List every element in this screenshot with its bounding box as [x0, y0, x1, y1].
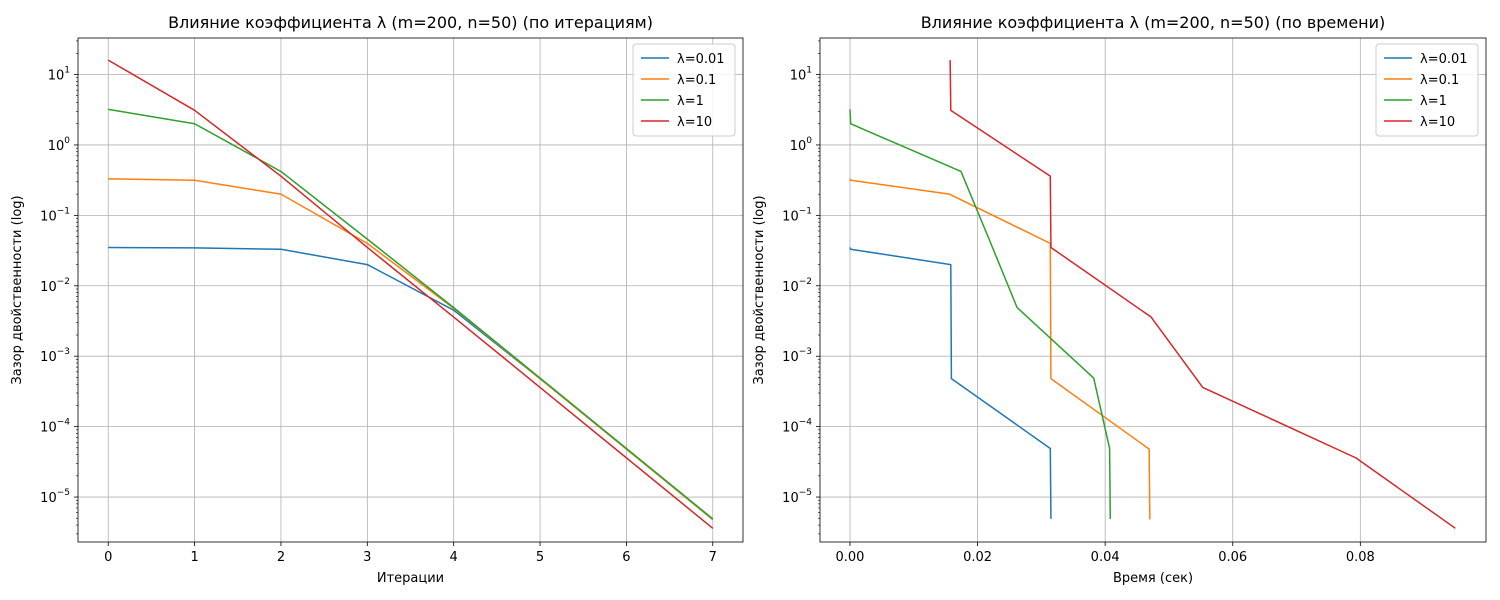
y-tick-exponent: −2 — [57, 277, 70, 287]
y-tick-base: 10 — [782, 491, 799, 506]
legend-label-2: λ=1 — [1420, 94, 1447, 109]
series-line-0 — [849, 247, 1052, 519]
y-tick-label: 100 — [790, 136, 813, 154]
y-tick-label: 10−4 — [782, 418, 812, 436]
x-tick-label: 0 — [104, 550, 112, 565]
y-tick-exponent: 0 — [64, 136, 70, 146]
x-tick-label: 3 — [363, 550, 371, 565]
legend-box — [1375, 43, 1479, 137]
series-line-3 — [949, 60, 1456, 529]
y-tick-label: 10−5 — [40, 488, 70, 506]
y-tick-label: 101 — [48, 66, 70, 84]
y-tick-exponent: −5 — [799, 488, 812, 498]
x-tick-label: 1 — [190, 550, 198, 565]
y-axis-label: Зазор двойственности (log) — [10, 195, 25, 384]
series-line-2 — [849, 109, 1112, 519]
y-tick-label: 10−3 — [782, 347, 812, 365]
chart-title: Влияние коэффициента λ (m=200, n=50) (по… — [921, 13, 1386, 32]
x-tick-label: 0.00 — [836, 550, 865, 565]
legend: λ=0.01 λ=0.1 λ=1 λ=10 — [1375, 43, 1479, 137]
y-tick-exponent: −2 — [799, 277, 812, 287]
legend-label-1: λ=0.1 — [677, 73, 716, 88]
y-tick-label: 10−3 — [40, 347, 70, 365]
y-tick-base: 10 — [782, 350, 799, 365]
y-tick-base: 10 — [40, 350, 57, 365]
y-tick-base: 10 — [782, 280, 799, 295]
y-axis-label: Зазор двойственности (log) — [752, 195, 767, 384]
chart-title: Влияние коэффициента λ (m=200, n=50) (по… — [168, 13, 653, 32]
y-tick-label: 10−2 — [40, 277, 70, 295]
y-tick-base: 10 — [782, 421, 799, 436]
series-line-2 — [108, 108, 714, 520]
axes-frame — [77, 37, 744, 543]
x-tick-label: 2 — [277, 550, 285, 565]
x-tick-label: 0.06 — [1218, 550, 1247, 565]
y-tick-exponent: −1 — [799, 206, 812, 216]
y-tick-exponent: 1 — [64, 66, 70, 76]
y-tick-label: 10−2 — [782, 277, 812, 295]
x-tick-label: 6 — [622, 550, 630, 565]
x-tick-label: 5 — [536, 550, 544, 565]
legend-label-0: λ=0.01 — [677, 52, 725, 67]
x-tick-label: 0.08 — [1346, 550, 1375, 565]
y-tick-exponent: 0 — [806, 136, 812, 146]
x-tick-label: 7 — [709, 550, 717, 565]
legend-label-1: λ=0.1 — [1420, 73, 1459, 88]
y-tick-label: 100 — [48, 136, 71, 154]
y-tick-base: 10 — [40, 421, 57, 436]
legend-label-3: λ=10 — [677, 115, 712, 130]
y-tick-base: 10 — [782, 209, 799, 224]
y-tick-exponent: −4 — [799, 418, 813, 428]
legend-label-3: λ=10 — [1420, 115, 1455, 130]
y-tick-label: 10−1 — [782, 206, 812, 224]
y-tick-label: 10−4 — [40, 418, 70, 436]
chart-panel-iterations: 0 1 2 3 4 5 6 710−510−410−310−210−1100101Влияни… — [10, 13, 744, 586]
y-tick-base: 10 — [48, 69, 65, 84]
y-tick-label: 101 — [790, 66, 812, 84]
y-tick-exponent: 1 — [806, 66, 812, 76]
x-tick-label: 4 — [450, 550, 458, 565]
y-tick-label: 10−5 — [782, 488, 812, 506]
x-axis-label: Время (сек) — [1113, 571, 1193, 586]
y-tick-label: 10−1 — [40, 206, 70, 224]
legend-label-0: λ=0.01 — [1420, 52, 1468, 67]
x-tick-label: 0.02 — [963, 550, 992, 565]
y-tick-exponent: −3 — [57, 347, 70, 357]
y-tick-exponent: −3 — [799, 347, 812, 357]
y-tick-base: 10 — [40, 280, 57, 295]
y-tick-base: 10 — [790, 69, 807, 84]
x-tick-label: 0.04 — [1091, 550, 1120, 565]
x-axis-label: Итерации — [377, 571, 444, 586]
chart-panel-time: 0.00 0.02 0.04 0.06 0.0810−510−410−310−210−1… — [752, 13, 1487, 586]
y-tick-exponent: −5 — [57, 488, 70, 498]
y-tick-base: 10 — [48, 139, 65, 154]
y-tick-base: 10 — [40, 491, 57, 506]
axes-frame — [819, 37, 1487, 543]
y-tick-exponent: −4 — [57, 418, 71, 428]
y-tick-base: 10 — [40, 209, 57, 224]
legend-box — [632, 43, 736, 137]
y-tick-base: 10 — [790, 139, 807, 154]
series-line-3 — [107, 59, 714, 529]
legend: λ=0.01 λ=0.1 λ=1 λ=10 — [632, 43, 736, 137]
legend-label-2: λ=1 — [677, 94, 704, 109]
y-tick-exponent: −1 — [57, 206, 70, 216]
